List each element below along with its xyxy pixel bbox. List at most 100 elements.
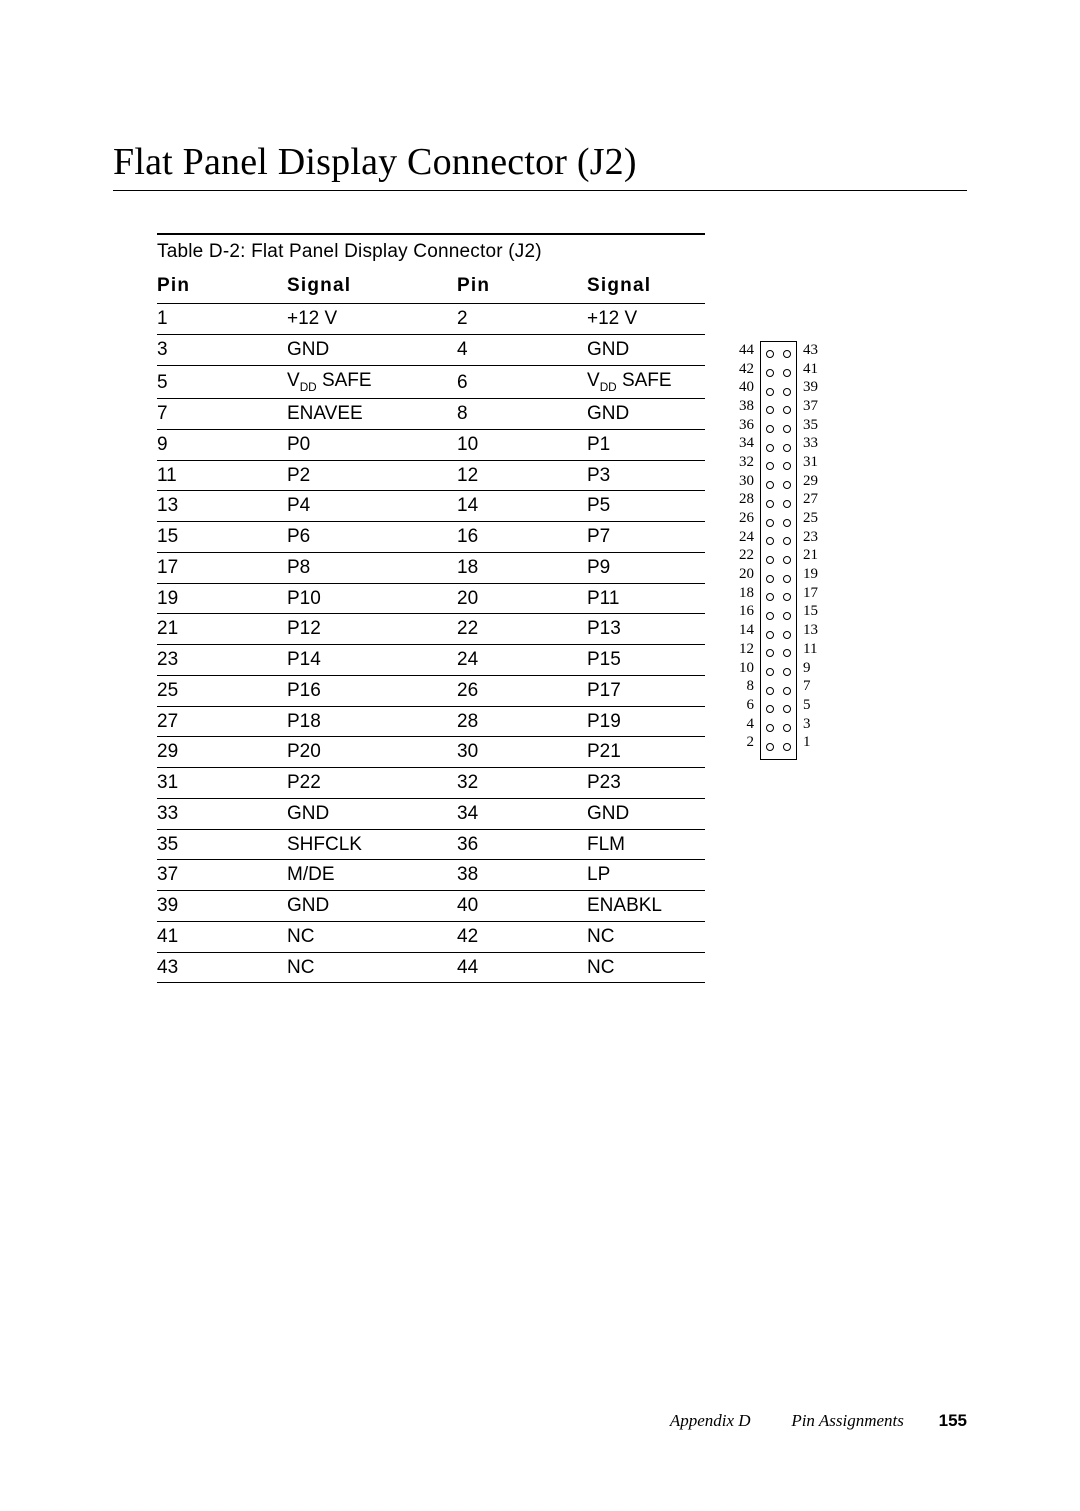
connector-box xyxy=(760,341,797,760)
cell-signal: P10 xyxy=(287,583,457,614)
cell-signal: P19 xyxy=(587,706,705,737)
table-row: 13P414P5 xyxy=(157,491,705,522)
table-row: 17P818P9 xyxy=(157,552,705,583)
connector-pin-label: 14 xyxy=(739,621,754,640)
connector-pin-dot xyxy=(783,705,791,713)
cell-pin: 10 xyxy=(457,429,587,460)
connector-pin-dot xyxy=(766,612,774,620)
cell-signal: P20 xyxy=(287,737,457,768)
connector-pin-label: 17 xyxy=(803,584,818,603)
table-row: 27P1828P19 xyxy=(157,706,705,737)
cell-pin: 9 xyxy=(157,429,287,460)
cell-pin: 23 xyxy=(157,645,287,676)
cell-signal: NC xyxy=(287,921,457,952)
table-row: 29P2030P21 xyxy=(157,737,705,768)
cell-signal: P12 xyxy=(287,614,457,645)
cell-signal: SHFCLK xyxy=(287,829,457,860)
connector-pin-label: 1 xyxy=(803,733,818,752)
connector-pin-dot xyxy=(783,388,791,396)
cell-pin: 3 xyxy=(157,334,287,365)
connector-pin-dot xyxy=(783,649,791,657)
cell-signal: P15 xyxy=(587,645,705,676)
connector-pin-label: 4 xyxy=(739,715,754,734)
connector-pin-dot xyxy=(783,444,791,452)
connector-pin-label: 18 xyxy=(739,584,754,603)
cell-pin: 12 xyxy=(457,460,587,491)
connector-pin-label: 35 xyxy=(803,416,818,435)
cell-signal: NC xyxy=(587,952,705,983)
connector-pin-dot xyxy=(783,743,791,751)
table-row: 43NC44NC xyxy=(157,952,705,983)
connector-pin-label: 6 xyxy=(739,696,754,715)
connector-pin-label: 39 xyxy=(803,378,818,397)
cell-pin: 31 xyxy=(157,768,287,799)
cell-signal: P22 xyxy=(287,768,457,799)
cell-pin: 13 xyxy=(157,491,287,522)
cell-signal: VDD SAFE xyxy=(287,365,457,399)
th-signal-2: Signal xyxy=(587,271,705,304)
connector-pin-dot xyxy=(766,705,774,713)
cell-signal: P3 xyxy=(587,460,705,491)
table-row: 31P2232P23 xyxy=(157,768,705,799)
cell-signal: P14 xyxy=(287,645,457,676)
connector-pin-label: 11 xyxy=(803,640,818,659)
connector-pin-label: 8 xyxy=(739,677,754,696)
connector-pin-label: 22 xyxy=(739,547,754,566)
connector-pin-dot xyxy=(783,425,791,433)
cell-pin: 5 xyxy=(157,365,287,399)
table-row: 35SHFCLK36FLM xyxy=(157,829,705,860)
cell-pin: 18 xyxy=(457,552,587,583)
cell-pin: 19 xyxy=(157,583,287,614)
connector-pin-label: 15 xyxy=(803,603,818,622)
cell-pin: 38 xyxy=(457,860,587,891)
connector-pin-label: 23 xyxy=(803,528,818,547)
connector-pin-dot xyxy=(766,687,774,695)
footer-section: Pin Assignments xyxy=(791,1411,904,1430)
cell-pin: 35 xyxy=(157,829,287,860)
connector-pin-dot xyxy=(766,537,774,545)
connector-pin-label: 12 xyxy=(739,640,754,659)
page-title: Flat Panel Display Connector (J2) xyxy=(113,140,967,184)
cell-pin: 42 xyxy=(457,921,587,952)
cell-pin: 43 xyxy=(157,952,287,983)
table-row: 9P010P1 xyxy=(157,429,705,460)
connector-pin-dot xyxy=(783,668,791,676)
cell-pin: 24 xyxy=(457,645,587,676)
connector-labels-right: 434139373533312927252321191715131197531 xyxy=(803,341,818,752)
connector-pin-dot xyxy=(766,631,774,639)
pin-table: Pin Signal Pin Signal 1+12 V2+12 V3GND4G… xyxy=(157,271,705,983)
cell-signal: P4 xyxy=(287,491,457,522)
cell-signal: GND xyxy=(287,891,457,922)
cell-pin: 44 xyxy=(457,952,587,983)
footer-appendix: Appendix D xyxy=(670,1411,751,1430)
cell-pin: 29 xyxy=(157,737,287,768)
connector-pin-label: 16 xyxy=(739,603,754,622)
connector-pin-label: 30 xyxy=(739,472,754,491)
cell-signal: ENAVEE xyxy=(287,399,457,430)
cell-pin: 34 xyxy=(457,798,587,829)
connector-pin-dot xyxy=(783,462,791,470)
table-row: 11P212P3 xyxy=(157,460,705,491)
cell-pin: 39 xyxy=(157,891,287,922)
connector-pin-dot xyxy=(766,668,774,676)
table-row: 23P1424P15 xyxy=(157,645,705,676)
cell-signal: P2 xyxy=(287,460,457,491)
connector-pin-label: 28 xyxy=(739,491,754,510)
table-row: 7ENAVEE8GND xyxy=(157,399,705,430)
connector-pin-label: 24 xyxy=(739,528,754,547)
connector-pin-dot xyxy=(766,388,774,396)
connector-pin-dot xyxy=(783,500,791,508)
cell-signal: GND xyxy=(587,798,705,829)
connector-pin-label: 5 xyxy=(803,696,818,715)
cell-signal: P11 xyxy=(587,583,705,614)
connector-pin-dot xyxy=(783,481,791,489)
pin-column-odd xyxy=(783,345,791,756)
cell-pin: 14 xyxy=(457,491,587,522)
connector-pin-dot xyxy=(766,350,774,358)
cell-signal: P9 xyxy=(587,552,705,583)
cell-pin: 2 xyxy=(457,304,587,335)
connector-pin-dot xyxy=(766,481,774,489)
connector-pin-dot xyxy=(783,350,791,358)
cell-pin: 1 xyxy=(157,304,287,335)
table-row: 25P1626P17 xyxy=(157,675,705,706)
